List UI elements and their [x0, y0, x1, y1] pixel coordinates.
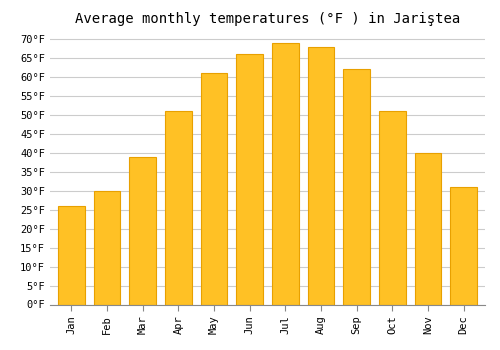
Bar [58, 206, 85, 304]
Bar [272, 43, 298, 304]
Bar [94, 191, 120, 304]
Title: Average monthly temperatures (°F ) in Jariştea: Average monthly temperatures (°F ) in Ja… [75, 12, 460, 26]
Bar [414, 153, 442, 304]
Bar [379, 111, 406, 304]
Bar [308, 47, 334, 304]
Bar [130, 157, 156, 304]
Bar [236, 54, 263, 304]
Bar [200, 73, 228, 304]
Bar [344, 69, 370, 304]
Bar [450, 187, 477, 304]
Bar [165, 111, 192, 304]
